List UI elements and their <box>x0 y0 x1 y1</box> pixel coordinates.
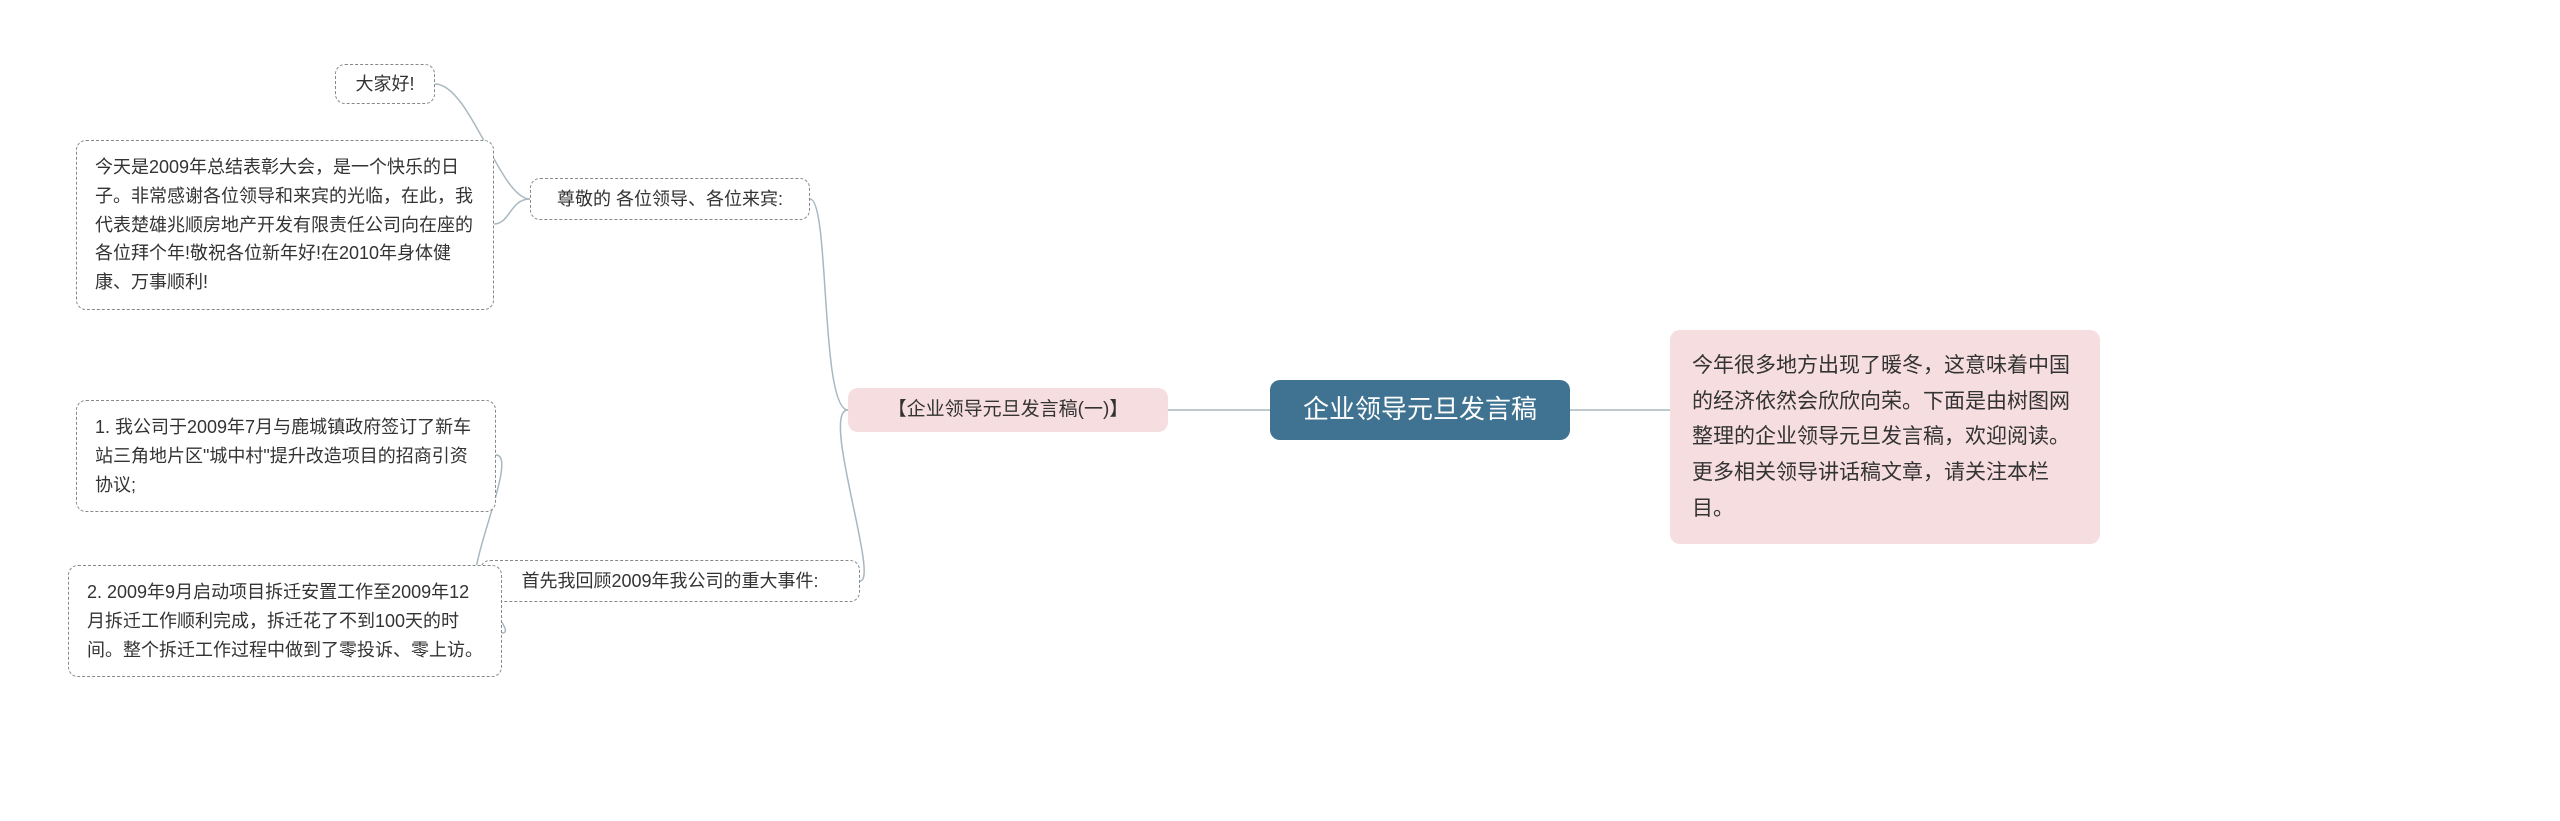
intro-text: 今年很多地方出现了暖冬，这意味着中国的经济依然会欣欣向荣。下面是由树图网整理的企… <box>1692 348 2078 526</box>
section-one-text: 【企业领导元旦发言稿(一)】 <box>888 395 1129 425</box>
review-item2-node[interactable]: 2. 2009年9月启动项目拆迁安置工作至2009年12月拆迁工作顺利完成，拆迁… <box>68 565 502 677</box>
review-item1-node[interactable]: 1. 我公司于2009年7月与鹿城镇政府签订了新车站三角地片区"城中村"提升改造… <box>76 400 496 512</box>
intro-node[interactable]: 今年很多地方出现了暖冬，这意味着中国的经济依然会欣欣向荣。下面是由树图网整理的企… <box>1670 330 2100 544</box>
greeting-label-text: 尊敬的 各位领导、各位来宾: <box>557 185 783 214</box>
mindmap-root[interactable]: 企业领导元旦发言稿 <box>1270 380 1570 440</box>
greeting-hello-text: 大家好! <box>355 70 414 99</box>
greeting-body-node[interactable]: 今天是2009年总结表彰大会，是一个快乐的日子。非常感谢各位领导和来宾的光临，在… <box>76 140 494 310</box>
section-one-node[interactable]: 【企业领导元旦发言稿(一)】 <box>848 388 1168 432</box>
greeting-label-node[interactable]: 尊敬的 各位领导、各位来宾: <box>530 178 810 220</box>
review-item1-text: 1. 我公司于2009年7月与鹿城镇政府签订了新车站三角地片区"城中村"提升改造… <box>95 413 477 499</box>
review-item2-text: 2. 2009年9月启动项目拆迁安置工作至2009年12月拆迁工作顺利完成，拆迁… <box>87 578 483 664</box>
review-label-text: 首先我回顾2009年我公司的重大事件: <box>521 567 818 596</box>
greeting-body-text: 今天是2009年总结表彰大会，是一个快乐的日子。非常感谢各位领导和来宾的光临，在… <box>95 153 475 297</box>
review-label-node[interactable]: 首先我回顾2009年我公司的重大事件: <box>480 560 860 602</box>
root-text: 企业领导元旦发言稿 <box>1303 389 1537 431</box>
greeting-hello-node[interactable]: 大家好! <box>335 64 435 104</box>
